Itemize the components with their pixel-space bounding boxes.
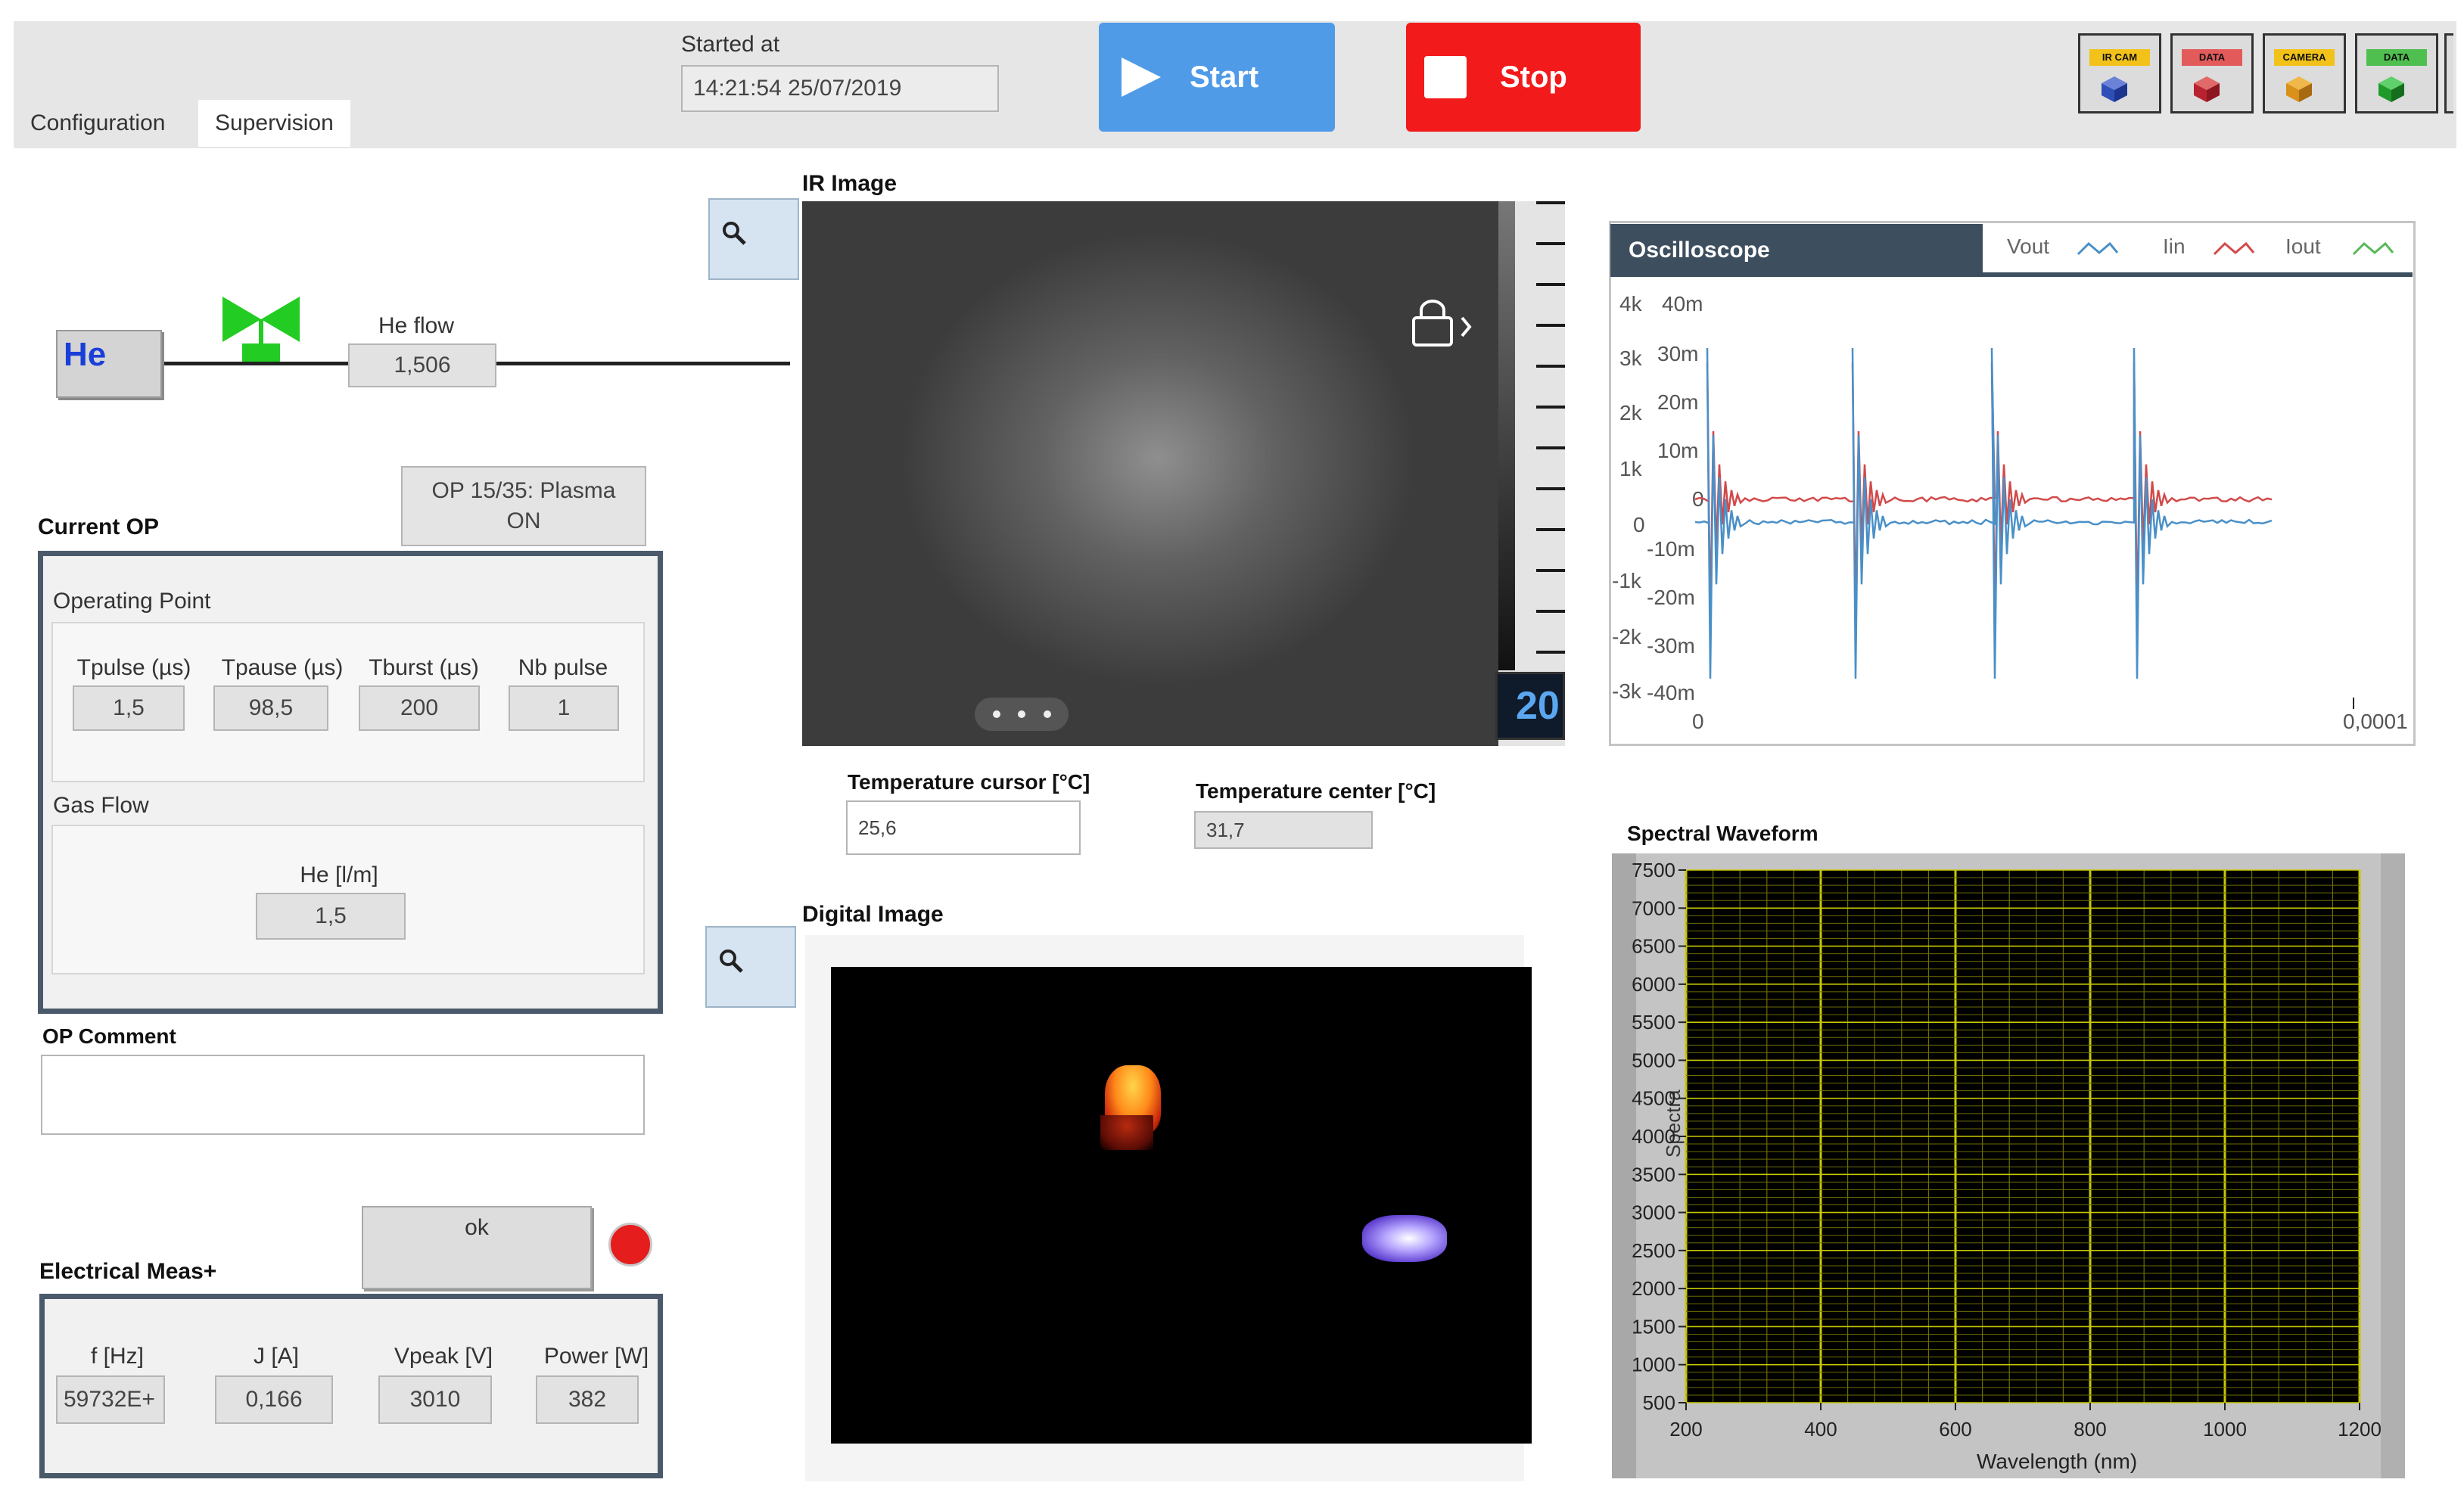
op-comment-input[interactable] [41, 1055, 645, 1135]
digital-image-view[interactable] [831, 967, 1532, 1444]
module-label: IR CAM [2089, 49, 2150, 66]
y-tick-label: 2500 [1632, 1239, 1675, 1262]
y-tick-label: 2000 [1632, 1277, 1675, 1300]
y-tick-label: 5000 [1632, 1049, 1675, 1071]
ir-colorbar-ticks [1536, 201, 1565, 670]
magnifier-icon [717, 947, 748, 978]
op-comment-label: OP Comment [42, 1024, 176, 1049]
y-tick-label: 5500 [1632, 1011, 1675, 1033]
tpause-field: 98,5 [213, 685, 328, 731]
ir-image-view[interactable] [802, 201, 1498, 746]
module-label: DATA [2366, 49, 2427, 66]
stop-button[interactable]: Stop [1406, 23, 1641, 132]
ir-zoom-button[interactable] [708, 198, 799, 280]
valve-icon[interactable] [219, 294, 303, 377]
y-tick-label: 3000 [1632, 1201, 1675, 1224]
cube-icon [2192, 75, 2221, 104]
power-label: Power [W] [530, 1344, 663, 1369]
x-tick-label: 600 [1939, 1418, 1971, 1441]
electrical-meas-title: Electrical Meas+ [39, 1259, 216, 1285]
tburst-label: Tburst (µs) [356, 655, 492, 681]
status-indicator-led [608, 1223, 652, 1267]
cube-icon [2377, 75, 2406, 104]
temperature-cursor-label: Temperature cursor [°C] [848, 770, 1090, 794]
he-flow-field: 1,506 [348, 343, 496, 387]
y-tick-label: 7500 [1632, 859, 1675, 881]
magnifier-icon [720, 219, 751, 250]
frequency-label: f [Hz] [53, 1344, 182, 1369]
nb-pulse-field: 1 [509, 685, 619, 731]
ir-scale-readout: 20 [1495, 672, 1565, 740]
op-status-box: OP 15/35: Plasma ON [401, 466, 646, 546]
tpause-label: Tpause (µs) [210, 655, 354, 681]
ir-image-title: IR Image [802, 171, 897, 197]
y-tick-label: 1500 [1632, 1315, 1675, 1338]
y-tick-label: 3500 [1632, 1163, 1675, 1186]
x-tick-label: 200 [1669, 1418, 1702, 1441]
y-tick-label: 500 [1643, 1391, 1675, 1414]
y-tick-label: 1000 [1632, 1354, 1675, 1376]
temperature-center-label: Temperature center [°C] [1196, 779, 1436, 803]
stop-icon [1424, 56, 1467, 98]
tburst-field: 200 [359, 685, 480, 731]
y-tick-label: 7000 [1632, 897, 1675, 919]
vout-trace [1695, 348, 2272, 679]
cube-icon [2285, 75, 2313, 104]
x-tick-label: 1000 [2203, 1418, 2247, 1441]
he-lm-field: 1,5 [256, 893, 406, 940]
y-tick-label: 4500 [1632, 1087, 1675, 1110]
module-label: CAMERA [2274, 49, 2335, 66]
started-at-field: 14:21:54 25/07/2019 [681, 65, 999, 112]
module-button-camera[interactable]: CAMERA [2263, 33, 2346, 113]
iin-trace [1695, 363, 2272, 622]
current-op-title: Current OP [38, 514, 159, 540]
frequency-field: 59732E+ [56, 1375, 165, 1424]
ok-button[interactable]: ok [362, 1206, 592, 1289]
y-tick-label: 4000 [1632, 1125, 1675, 1148]
gas-flow-label: Gas Flow [53, 793, 149, 819]
current-field: 0,166 [215, 1375, 333, 1424]
he-source-box: He [56, 330, 162, 398]
plasma-flame-base [1100, 1115, 1153, 1150]
digital-image-title: Digital Image [802, 902, 944, 928]
current-label: J [A] [212, 1344, 341, 1369]
nb-pulse-label: Nb pulse [502, 655, 624, 681]
x-tick-label: 400 [1804, 1418, 1837, 1441]
module-button-partial[interactable] [2444, 33, 2453, 113]
ir-colorbar [1498, 201, 1515, 670]
x-tick-label: 800 [2074, 1418, 2106, 1441]
module-button-ir-cam[interactable]: IR CAM [2078, 33, 2161, 113]
vpeak-field: 3010 [378, 1375, 492, 1424]
he-lm-label: He [l/m] [256, 862, 422, 888]
play-icon [1118, 54, 1164, 100]
module-label: DATA [2182, 49, 2242, 66]
tab-supervision[interactable]: Supervision [198, 100, 350, 147]
power-field: 382 [536, 1375, 639, 1424]
spectral-plot[interactable]: 200 400 600 800 1000 1200 7500 7000 6500 6000 5500… [1612, 853, 2405, 1478]
tab-configuration[interactable]: Configuration [14, 100, 182, 147]
digital-zoom-button[interactable] [705, 926, 796, 1008]
x-tick-label: 1200 [2338, 1418, 2382, 1441]
operating-point-label: Operating Point [53, 589, 210, 614]
temperature-cursor-field[interactable]: 25,6 [846, 800, 1081, 855]
started-at-label: Started at [681, 32, 779, 58]
start-button[interactable]: Start [1099, 23, 1335, 132]
module-button-data-2[interactable]: DATA [2355, 33, 2438, 113]
y-tick-label: 6000 [1632, 973, 1675, 996]
plasma-glow [1362, 1215, 1447, 1262]
he-flow-label: He flow [378, 313, 454, 339]
cube-icon [2100, 75, 2129, 104]
lock-icon[interactable] [1411, 300, 1479, 354]
more-options-icon[interactable] [975, 698, 1069, 731]
tpulse-label: Tpulse (µs) [70, 655, 198, 681]
y-tick-label: 6500 [1632, 935, 1675, 958]
vpeak-label: Vpeak [V] [368, 1344, 519, 1369]
tpulse-field: 1,5 [73, 685, 185, 731]
temperature-center-field: 31,7 [1194, 811, 1373, 849]
start-button-label: Start [1190, 61, 1258, 95]
oscilloscope-plot[interactable] [1609, 221, 2416, 746]
spectral-title: Spectral Waveform [1627, 822, 1818, 846]
module-button-data[interactable]: DATA [2170, 33, 2254, 113]
stop-button-label: Stop [1500, 61, 1567, 95]
